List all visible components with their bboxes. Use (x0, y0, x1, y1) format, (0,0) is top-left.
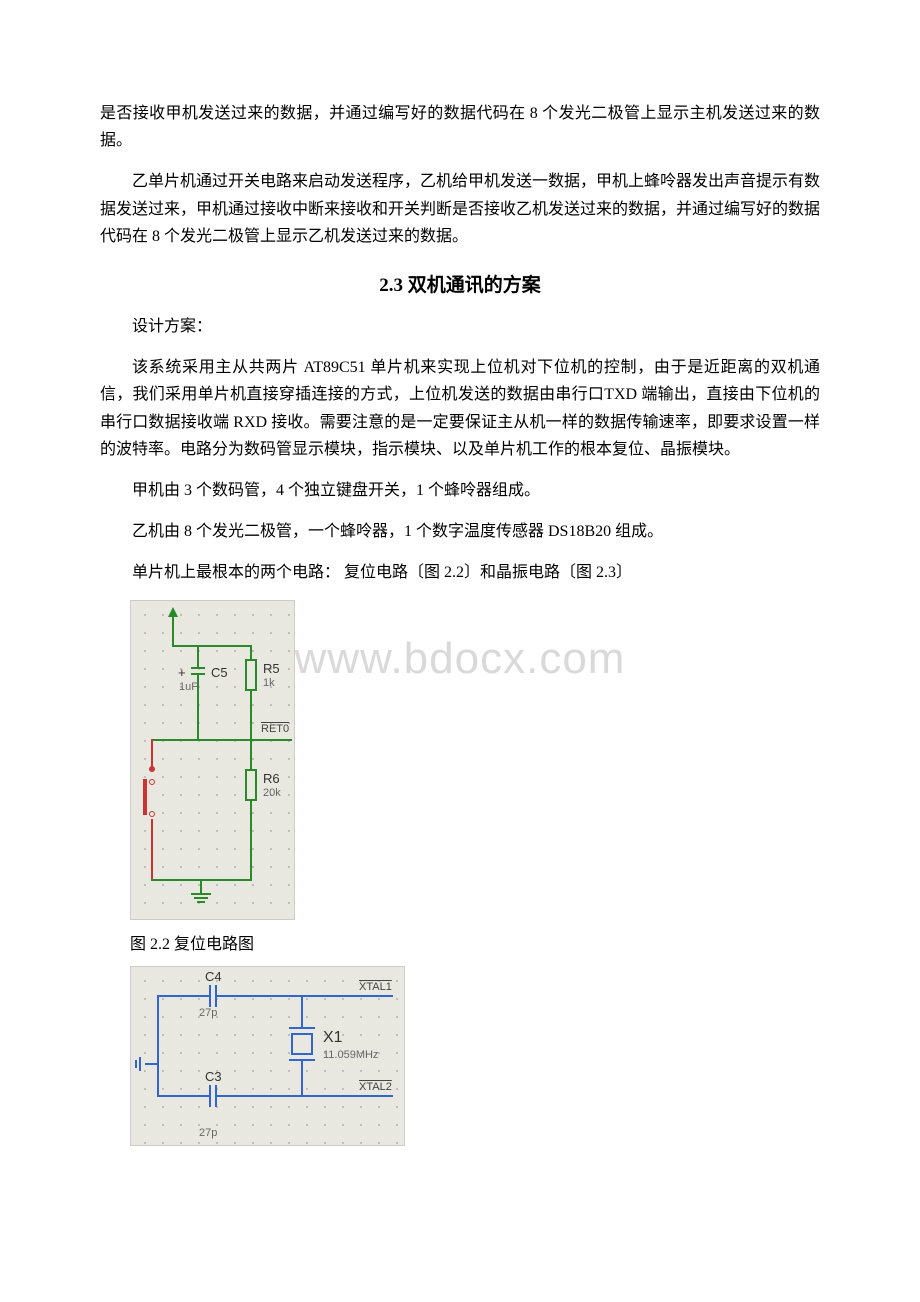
wire (145, 1063, 157, 1065)
switch-pin (149, 811, 155, 817)
caption-reset: 图 2.2 复位电路图 (130, 930, 820, 954)
r5-value: 1k (263, 677, 275, 689)
cap-plate (191, 667, 205, 669)
wire (250, 645, 252, 659)
wire (250, 739, 292, 741)
gnd (197, 901, 205, 903)
gnd (135, 1060, 137, 1068)
crystal-circuit-diagram: C4 27p XTAL1 C3 27p XTAL2 X1 11.059MHz (130, 966, 820, 1146)
net-ret0: RET0 (261, 723, 289, 735)
circuit-canvas-2: C4 27p XTAL1 C3 27p XTAL2 X1 11.059MHz (130, 966, 405, 1146)
cap-plate (209, 1085, 211, 1107)
wire (197, 645, 199, 667)
gnd (194, 897, 208, 899)
wire (301, 1061, 303, 1095)
net-xtal2: XTAL2 (359, 1081, 392, 1093)
wire (151, 739, 251, 741)
power-arrow-icon (168, 607, 178, 617)
section-title: 2.3 双机通讯的方案 (100, 270, 820, 297)
gnd (139, 1057, 141, 1071)
wire (172, 645, 252, 647)
wire (157, 1095, 209, 1097)
r5-label: R5 (263, 661, 280, 676)
x1-value: 11.059MHz (323, 1049, 378, 1061)
wire (157, 995, 159, 1095)
paragraph-4: 该系统采用主从共两片 AT89C51 单片机来实现上位机对下位机的控制，由于是近… (100, 354, 820, 463)
wire (172, 617, 174, 647)
net-xtal1: XTAL1 (359, 981, 392, 993)
r6-body (245, 769, 257, 801)
r6-value: 20k (263, 787, 281, 799)
wire (151, 739, 153, 769)
r6-label: R6 (263, 771, 280, 786)
crystal-plate (289, 1027, 315, 1029)
wire (301, 995, 303, 1027)
c4-value: 27p (199, 1007, 217, 1019)
r5-body (245, 659, 257, 691)
c5-label: C5 (211, 665, 228, 680)
c4-label: C4 (205, 969, 222, 984)
circuit-canvas-1: + C5 1uF R5 1k RET0 R6 20k (130, 600, 295, 920)
node (149, 766, 155, 772)
gnd (191, 893, 211, 895)
wire (200, 879, 202, 893)
wire (250, 801, 252, 879)
x1-label: X1 (323, 1029, 343, 1047)
wire (157, 995, 209, 997)
switch-body (143, 779, 147, 815)
c5-plus: + (178, 665, 186, 680)
paragraph-3: 设计方案： (100, 313, 820, 340)
c3-label: C3 (205, 1069, 222, 1084)
wire (250, 691, 252, 739)
c5-value: 1uF (179, 681, 198, 693)
wire (250, 739, 252, 769)
wire (217, 1095, 393, 1097)
paragraph-1: 是否接收甲机发送过来的数据，并通过编写好的数据代码在 8 个发光二极管上显示主机… (100, 100, 820, 154)
paragraph-5: 甲机由 3 个数码管，4 个独立键盘开关，1 个蜂呤器组成。 (100, 477, 820, 504)
reset-circuit-diagram: + C5 1uF R5 1k RET0 R6 20k (130, 600, 820, 920)
paragraph-6: 乙机由 8 个发光二极管，一个蜂呤器，1 个数字温度传感器 DS18B20 组成… (100, 518, 820, 545)
crystal-body (291, 1033, 313, 1055)
switch-pin (149, 779, 155, 785)
c3-value: 27p (199, 1127, 217, 1139)
wire (151, 819, 153, 879)
wire (217, 995, 393, 997)
cap-plate (209, 985, 211, 1007)
paragraph-7: 单片机上最根本的两个电路： 复位电路〔图 2.2〕和晶振电路〔图 2.3〕 (100, 559, 820, 586)
paragraph-2: 乙单片机通过开关电路来启动发送程序，乙机给甲机发送一数据，甲机上蜂呤器发出声音提… (100, 168, 820, 250)
